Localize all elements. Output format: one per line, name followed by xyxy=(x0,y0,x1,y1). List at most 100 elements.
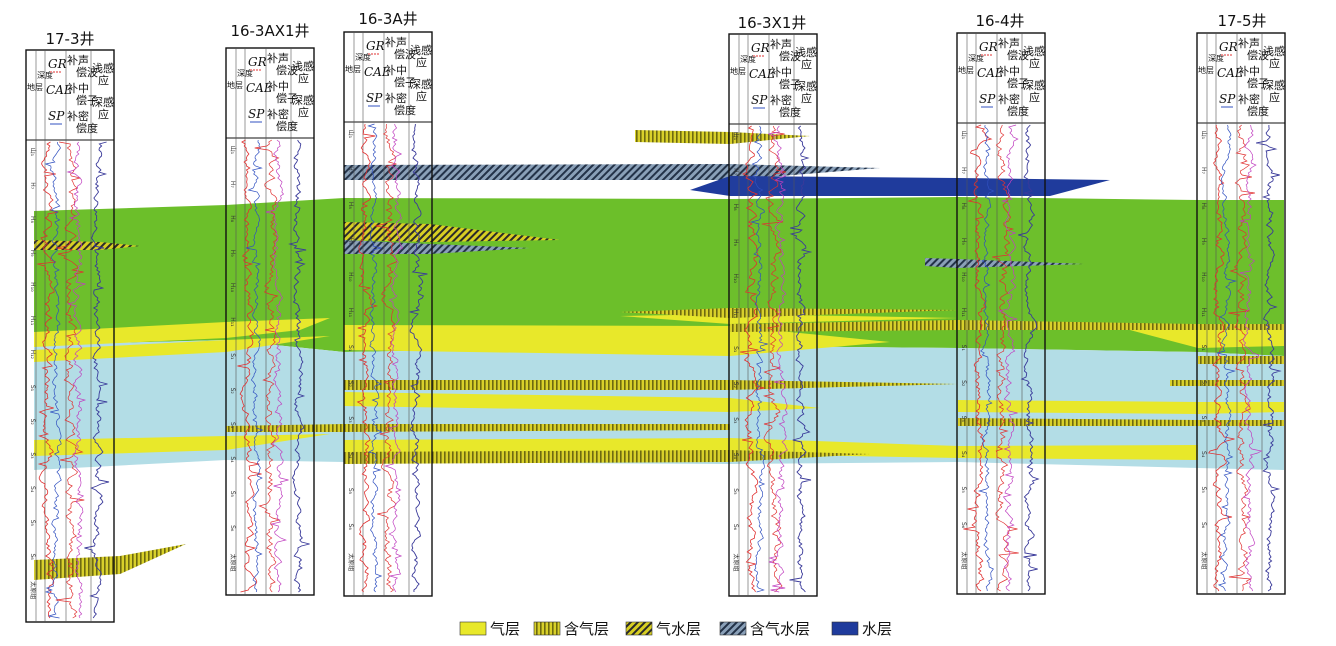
cnl-label: 补中 xyxy=(267,80,289,93)
gr-label: GR xyxy=(979,40,998,54)
legend-swatch-gas-bearing xyxy=(533,621,561,636)
cal-label: CAL xyxy=(246,81,272,95)
gr-label: GR xyxy=(48,57,67,71)
layer-label: H₁₀ xyxy=(229,283,236,293)
layer-label: H₁₀ xyxy=(29,282,36,292)
rs-label: 浅感 xyxy=(292,60,314,73)
log-curve xyxy=(750,125,768,593)
layer-label: S₂ xyxy=(960,380,967,387)
layer-label: H₁₀ xyxy=(347,272,354,282)
layer-label: H₁₀ xyxy=(960,272,967,282)
layer-label: H₈ xyxy=(960,202,967,210)
layer-label: H₉ xyxy=(29,250,36,258)
depth2-label: 深度 xyxy=(1208,53,1224,63)
rd-label: 深感 xyxy=(92,96,114,109)
layer-label: H₁₁ xyxy=(229,317,236,327)
gas-layer xyxy=(34,434,330,456)
cnl2-label: 偿子 xyxy=(1247,76,1269,90)
rd-label: 深感 xyxy=(795,80,817,93)
layer-label: H₉ xyxy=(347,238,354,246)
depth2-label: 深度 xyxy=(37,70,53,80)
cnl-label: 补中 xyxy=(67,82,89,95)
cal-label: CAL xyxy=(749,67,775,81)
gr-label: GR xyxy=(248,55,267,69)
ac-label: 补声 xyxy=(770,37,792,51)
layer-label: H₉ xyxy=(960,238,967,246)
layer-label: S₆ xyxy=(347,524,354,531)
layer-label: 山₁ xyxy=(1200,131,1208,140)
cnl2-label: 偿子 xyxy=(76,93,98,107)
cnl2-label: 偿子 xyxy=(276,91,298,105)
sp-label: SP xyxy=(248,107,265,121)
depth2-label: 深度 xyxy=(968,53,984,63)
depth-label: 地层 xyxy=(1198,65,1214,75)
log-curve xyxy=(66,141,87,619)
rd-label: 深感 xyxy=(410,78,432,91)
layer-label: 太原组 xyxy=(732,553,740,571)
den2-label: 偿度 xyxy=(1247,104,1269,118)
layer-label: S₃ xyxy=(1200,416,1207,423)
layer-label: H₇ xyxy=(1200,167,1207,175)
den-label: 补密 xyxy=(998,92,1020,106)
layer-label: S₁ xyxy=(347,345,354,352)
log-curve xyxy=(963,124,993,592)
well-frame xyxy=(225,47,315,596)
correlation-bands xyxy=(34,130,1284,580)
layer-label: H₉ xyxy=(229,250,236,258)
cnl2-label: 偿子 xyxy=(779,77,801,91)
layer-label: S₂ xyxy=(347,381,354,388)
layer-label: 山₁ xyxy=(29,148,37,157)
layer-label: H₉ xyxy=(1200,238,1207,246)
layer-label: H₉ xyxy=(732,239,739,247)
gas-bearing-layer xyxy=(34,544,186,580)
layer-label: H₈ xyxy=(732,204,739,212)
layer-label: H₇ xyxy=(29,182,36,190)
legend-swatch-gas xyxy=(459,621,487,636)
log-curve xyxy=(740,125,765,593)
gas-bearing-water-layer xyxy=(344,164,880,180)
rs2-label: 应 xyxy=(1269,56,1280,70)
layer-label: S₁ xyxy=(1200,345,1207,352)
den-label: 补密 xyxy=(1238,92,1260,106)
gas-bearing-layer xyxy=(344,380,958,390)
layer-label: 山₁ xyxy=(347,130,355,139)
gas-bearing-layer xyxy=(958,418,1284,426)
den2-label: 偿度 xyxy=(1007,104,1029,118)
rd-label: 深感 xyxy=(292,94,314,107)
well-frame xyxy=(956,32,1046,595)
legend-label-gas: 气层 xyxy=(490,620,520,638)
layer-label: S₃ xyxy=(229,422,236,429)
gas-layer xyxy=(958,400,1284,414)
cnl-label: 补中 xyxy=(385,64,407,77)
cnl2-label: 偿子 xyxy=(394,75,416,89)
well-column: 17-3井地层深度GRCALSP补声偿波补中偿子补密偿度浅感应深感应山₁H₇H₈… xyxy=(25,30,115,623)
water-layer xyxy=(690,176,1110,196)
cnl-label: 补中 xyxy=(1238,65,1260,78)
layer-label: S₅ xyxy=(29,520,36,527)
gas-bearing-layer xyxy=(226,424,730,432)
log-curve xyxy=(997,124,1019,592)
log-curve xyxy=(84,141,110,619)
well-frame xyxy=(25,49,115,623)
layer-label: 太原组 xyxy=(229,554,237,572)
well-frame xyxy=(1196,32,1286,595)
gas-layer xyxy=(344,325,890,356)
log-curve xyxy=(1018,124,1040,592)
well-column: 16-3A井地层深度GRCALSP补声偿波补中偿子补密偿度浅感应深感应山₁H₇H… xyxy=(343,10,433,597)
legend-label-gas-bearing: 含气层 xyxy=(564,620,609,638)
log-curve xyxy=(375,123,398,593)
gr-label: GR xyxy=(366,39,385,53)
layer-label: H₁₂ xyxy=(29,350,36,360)
well-name: 16-3A井 xyxy=(358,10,417,28)
rs2-label: 应 xyxy=(801,57,812,71)
layer-label: S₅ xyxy=(229,491,236,498)
layer-label: H₇ xyxy=(732,168,739,176)
log-curve xyxy=(1239,124,1263,592)
layer-label: S₃ xyxy=(732,417,739,424)
layer-label: H₈ xyxy=(347,202,354,210)
layer-label: H₁₀ xyxy=(1200,272,1207,282)
gas-bearing-layer xyxy=(620,308,958,318)
cnl-label: 补中 xyxy=(770,66,792,79)
log-curve xyxy=(288,139,310,593)
